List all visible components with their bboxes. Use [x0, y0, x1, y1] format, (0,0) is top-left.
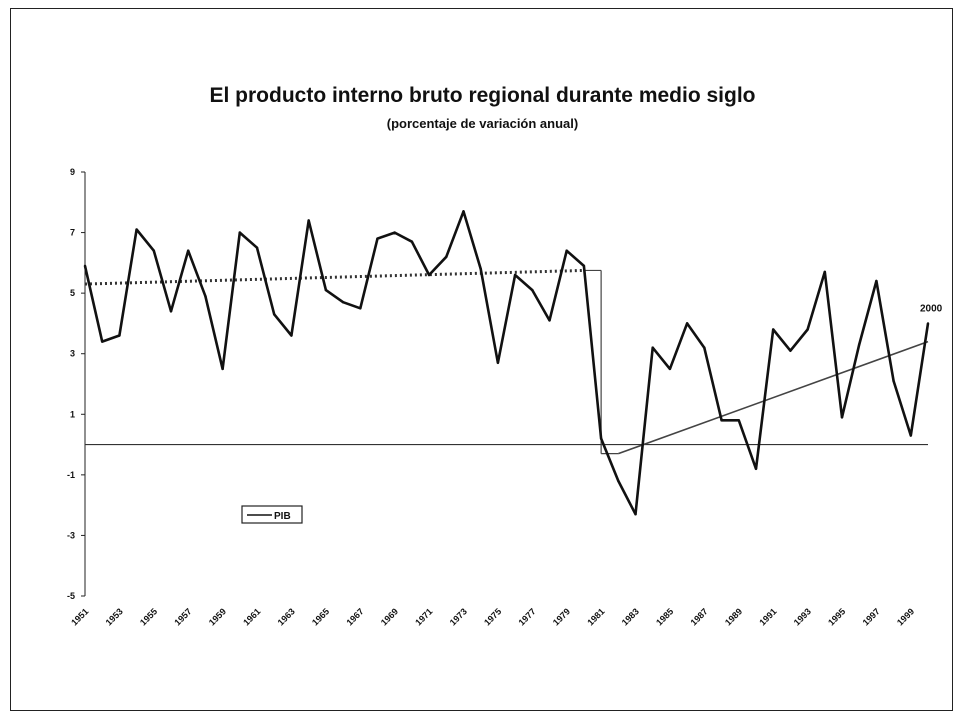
y-tick-label: -3	[67, 530, 75, 540]
x-tick-label: 1961	[241, 606, 262, 627]
series-point	[238, 231, 242, 234]
series-point	[410, 240, 414, 243]
series-point	[857, 343, 861, 346]
series-point	[324, 288, 328, 292]
x-tick-label: 1979	[551, 606, 572, 627]
series-point	[582, 264, 586, 268]
trend-line-1951-1980	[84, 268, 584, 286]
series-point	[187, 249, 190, 252]
series-point	[668, 367, 672, 371]
series-point	[720, 419, 723, 422]
series-line-pib	[83, 210, 930, 516]
series-point	[685, 322, 689, 325]
chart-subtitle: (porcentaje de variación anual)	[386, 116, 579, 131]
x-tick-label: 1981	[585, 606, 606, 627]
x-tick-label: 1951	[69, 606, 90, 627]
x-tick-label: 1969	[379, 606, 400, 627]
y-tick-label: 5	[70, 288, 75, 298]
x-tick-label: 1983	[620, 606, 641, 627]
series-point	[548, 319, 551, 322]
series-point	[101, 340, 104, 343]
x-tick-label: 1957	[172, 606, 193, 627]
series-point	[926, 322, 930, 325]
y-tick-label: -5	[67, 591, 75, 601]
series-point	[789, 349, 792, 352]
series-point	[634, 513, 637, 516]
series-point	[273, 313, 276, 316]
y-tick-label: 3	[70, 349, 75, 359]
series-point	[806, 328, 809, 331]
series-point	[617, 479, 620, 483]
x-tick-label: 1953	[104, 606, 125, 627]
x-tick-label: 1971	[413, 606, 434, 627]
series-point	[255, 246, 259, 249]
series-point	[531, 288, 534, 292]
series-point	[875, 279, 878, 283]
series-point	[479, 267, 482, 271]
series-point	[359, 307, 362, 310]
x-tick-label: 1999	[895, 606, 916, 627]
y-tick-label: 9	[70, 167, 75, 177]
chart-title: El producto interno bruto regional duran…	[209, 84, 756, 107]
series-point	[496, 361, 500, 364]
series-point	[135, 228, 138, 231]
y-tick-label: -1	[67, 470, 75, 480]
x-tick-label: 1995	[826, 606, 847, 627]
series-point	[892, 379, 895, 383]
x-tick-label: 1967	[344, 606, 365, 627]
series-point	[737, 419, 740, 422]
y-tick-labels: 9 7 5 3 1 -1 -3 -5	[67, 167, 75, 601]
series-point	[823, 270, 826, 274]
x-tick-label: 1963	[276, 606, 297, 627]
x-tick-label: 1989	[723, 606, 744, 627]
series-point	[840, 416, 844, 419]
series-point	[221, 367, 224, 371]
series-point	[754, 467, 758, 470]
x-tick-label: 1965	[310, 606, 331, 627]
chart-frame	[10, 8, 953, 711]
annotation-2000: 2000	[920, 303, 943, 314]
series-point	[83, 264, 87, 268]
x-tick-label: 1975	[482, 606, 503, 627]
series-point	[513, 273, 517, 277]
series-point	[118, 334, 121, 337]
legend-label: PIB	[274, 511, 291, 522]
series-point	[427, 273, 431, 277]
series-point	[651, 346, 654, 349]
x-tick-label: 1991	[757, 606, 778, 627]
series-point	[169, 310, 173, 313]
x-tick-label: 1959	[207, 606, 228, 627]
x-tick-label: 1987	[689, 606, 710, 627]
x-tick-label: 1955	[138, 606, 159, 627]
series-point	[703, 346, 706, 349]
x-tick-label: 1997	[861, 606, 882, 627]
trend-line-1982-2000	[618, 340, 929, 455]
x-tick-labels: 1951 1953 1955 1957 1959 1961 1963 1965 1967 1969…	[69, 606, 916, 627]
axes	[81, 171, 86, 597]
x-tick-label: 1973	[448, 606, 469, 627]
x-tick-label: 1993	[792, 606, 813, 627]
x-tick-label: 1985	[654, 606, 675, 627]
series-point	[341, 301, 345, 304]
series-point	[909, 434, 912, 437]
series-point	[307, 219, 310, 222]
series-point	[445, 255, 448, 258]
x-tick-label: 1977	[516, 606, 537, 627]
series-point	[376, 237, 379, 240]
series-point	[290, 334, 293, 337]
plot-lines: 2000	[83, 210, 943, 516]
y-tick-label: 1	[70, 409, 75, 419]
series-point	[152, 249, 156, 252]
series-point	[599, 437, 603, 440]
legend: PIB	[241, 505, 303, 524]
y-tick-label: 7	[70, 228, 75, 238]
series-point	[565, 249, 568, 252]
series-point	[462, 210, 465, 213]
series-point	[393, 231, 396, 234]
series-point	[771, 328, 775, 331]
series-point	[204, 294, 207, 298]
